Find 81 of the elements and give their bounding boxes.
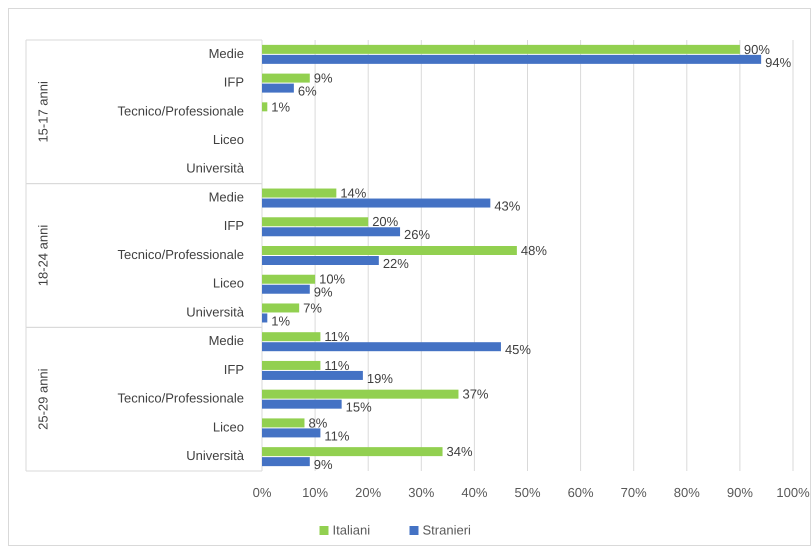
bar [262, 198, 490, 208]
data-label: 90% [744, 42, 770, 57]
bar [262, 360, 320, 370]
bar [262, 332, 320, 342]
x-tick-label: 0% [252, 485, 272, 500]
bar [262, 246, 517, 255]
x-tick-label: 40% [461, 485, 488, 500]
bar [262, 227, 400, 236]
bar [262, 84, 294, 93]
data-label: 6% [298, 84, 318, 99]
data-label: 37% [462, 386, 489, 402]
x-tick-label: 70% [620, 485, 648, 500]
data-label: 11% [324, 358, 350, 373]
data-label: 34% [446, 444, 473, 460]
x-tick-label: 10% [302, 485, 329, 500]
bar [262, 418, 304, 428]
data-label: 8% [308, 415, 328, 430]
y-tick-label: Medie [208, 46, 244, 61]
y-tick-label: IFP [224, 362, 244, 377]
y-tick-label: IFP [224, 218, 244, 234]
bar [262, 400, 342, 409]
text: 18-24 anni [35, 224, 50, 286]
x-tick-label: 100% [776, 485, 810, 500]
data-label: 11% [324, 329, 350, 344]
data-label: 11% [324, 428, 350, 444]
data-label: 14% [340, 185, 367, 200]
y-tick-label: Medie [208, 189, 244, 204]
data-label: 20% [372, 214, 399, 230]
data-label: 43% [494, 198, 521, 214]
y-tick-label: Tecnico/Professionale [118, 246, 244, 262]
y-tick-label: IFP [224, 74, 244, 90]
bar [262, 256, 379, 265]
x-tick-label: 50% [514, 485, 541, 500]
y-tick-label: Liceo [212, 276, 244, 291]
data-label: 15% [346, 400, 372, 415]
text: 25-29 anni [35, 368, 50, 430]
bar [262, 188, 336, 198]
bar [262, 74, 310, 83]
x-tick-label: 20% [355, 485, 382, 500]
bar [262, 313, 268, 322]
y-tick-label: Medie [208, 333, 244, 348]
bar [262, 284, 310, 294]
x-tick-label: 90% [726, 485, 754, 500]
data-label: 1% [271, 99, 291, 114]
y-tick-label: Tecnico/Professionale [118, 103, 244, 118]
y-tick-label: Tecnico/Professionale [118, 390, 244, 406]
text: 15-17 anni [35, 81, 50, 143]
x-tick-label: 30% [408, 485, 435, 500]
bar [262, 102, 268, 112]
data-label: 19% [366, 370, 394, 386]
y-tick-label: Università [186, 304, 245, 320]
legend-label: Italiani [332, 522, 370, 538]
y-tick-label: Università [186, 160, 245, 176]
bar [262, 390, 458, 399]
bar [262, 303, 300, 312]
data-label: 9% [314, 70, 334, 86]
x-tick-label: 80% [674, 485, 700, 500]
y-tick-label: Liceo [212, 132, 244, 148]
data-label: 26% [404, 227, 431, 242]
bar [262, 217, 368, 226]
bar [262, 447, 443, 456]
data-label: 94% [765, 54, 792, 70]
data-label: 10% [319, 272, 346, 287]
legend-label: Stranieri [422, 522, 472, 538]
bar [262, 54, 762, 64]
data-label: 9% [314, 457, 334, 472]
data-label: 1% [271, 313, 291, 328]
data-label: 48% [520, 242, 548, 258]
bar [262, 457, 310, 466]
x-tick-label: 60% [568, 485, 594, 500]
data-label: 45% [504, 342, 532, 358]
y-tick-label: Università [186, 448, 245, 464]
bar [262, 44, 740, 54]
data-label: 7% [303, 300, 322, 316]
bar [262, 370, 363, 380]
data-label: 9% [314, 284, 334, 300]
bar [262, 274, 316, 284]
bar [262, 342, 501, 352]
data-label: 22% [382, 256, 410, 271]
y-tick-label: Liceo [212, 419, 244, 434]
bar [262, 428, 320, 438]
